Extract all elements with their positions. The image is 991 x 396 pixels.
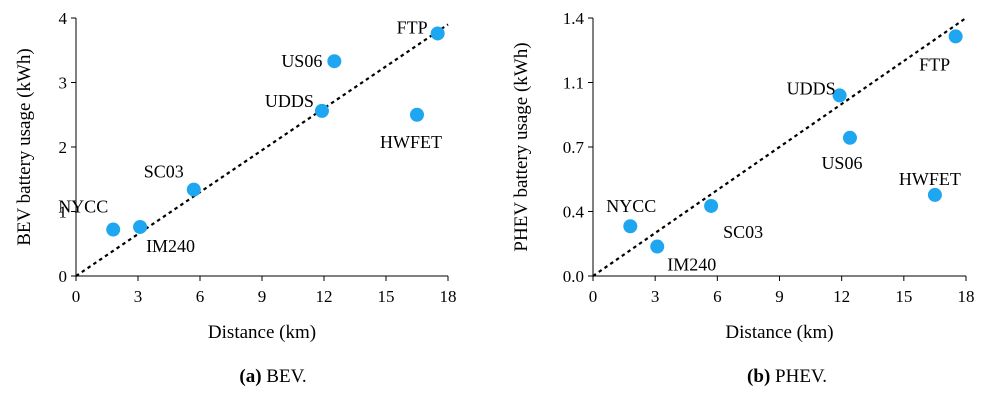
data-point: [133, 219, 148, 234]
data-point: [650, 239, 665, 254]
data-point: [927, 187, 942, 202]
x-tick-label: 3: [651, 287, 660, 306]
x-tick-label: 9: [258, 287, 267, 306]
trend-line: [592, 17, 967, 277]
data-point: [410, 107, 424, 122]
trend-line: [75, 23, 449, 277]
data-point: [842, 130, 857, 145]
y-tick-label: 1: [59, 203, 68, 222]
data-point-label: IM240: [146, 236, 195, 256]
caption-prefix: (a): [239, 366, 261, 387]
data-point-label: UDDS: [787, 78, 836, 98]
data-point-label: US06: [821, 153, 862, 173]
data-point-label: SC03: [144, 162, 184, 182]
x-tick-label: 0: [72, 287, 81, 306]
data-point-label: US06: [281, 51, 322, 71]
y-tick-label: 4: [59, 9, 68, 28]
chart-caption: (a) BEV.: [239, 366, 306, 387]
data-point-label: HWFET: [899, 169, 961, 189]
data-point-label: NYCC: [58, 197, 108, 217]
caption-prefix: (b): [747, 366, 770, 387]
y-axis-title: PHEV battery usage (kWh): [511, 42, 532, 251]
x-tick-label: 3: [134, 287, 143, 306]
data-point-label: NYCC: [606, 196, 656, 216]
y-tick-label: 0.7: [563, 138, 585, 157]
data-point-label: UDDS: [265, 91, 314, 111]
x-tick-label: 6: [196, 287, 205, 306]
x-tick-label: 15: [895, 287, 912, 306]
x-tick-label: 0: [589, 287, 598, 306]
y-tick-label: 2: [59, 138, 68, 157]
x-tick-label: 6: [713, 287, 722, 306]
x-tick-label: 9: [775, 287, 784, 306]
y-tick-label: 3: [59, 74, 68, 93]
data-point: [623, 219, 638, 234]
y-tick-label: 1.4: [563, 9, 585, 28]
caption-text: PHEV.: [770, 366, 827, 387]
data-point: [106, 222, 121, 237]
data-point-label: IM240: [667, 255, 716, 275]
chart-panel-b: 0 3 6 9 12 15 18 0.0 0.4 0.7 1.1 1.4 Distance (km) PH…: [511, 9, 975, 387]
data-point: [314, 103, 329, 118]
data-point: [704, 198, 719, 213]
data-point: [430, 26, 445, 41]
data-point: [948, 29, 963, 44]
y-axis-title: BEV battery usage (kWh): [14, 48, 35, 246]
x-tick-label: 12: [833, 287, 850, 306]
y-tick-label: 1.1: [563, 74, 584, 93]
x-tick-label: 18: [958, 287, 975, 306]
data-point-label: FTP: [397, 17, 428, 37]
data-point: [186, 182, 201, 197]
data-point-label: HWFET: [380, 132, 442, 152]
x-tick-label: 18: [440, 287, 457, 306]
data-point-label: SC03: [723, 222, 763, 242]
data-point: [832, 88, 847, 103]
x-tick-label: 15: [378, 287, 395, 306]
x-axis-title: Distance (km): [725, 322, 833, 343]
x-tick-label: 12: [316, 287, 333, 306]
y-tick-label: 0.4: [563, 203, 585, 222]
x-axis-title: Distance (km): [208, 322, 316, 343]
y-tick-label: 0: [59, 267, 68, 286]
y-tick-label: 0.0: [563, 267, 584, 286]
data-point: [327, 54, 342, 69]
caption-text: BEV.: [262, 366, 307, 387]
chart-caption: (b) PHEV.: [747, 366, 827, 387]
data-point-label: FTP: [919, 54, 950, 74]
